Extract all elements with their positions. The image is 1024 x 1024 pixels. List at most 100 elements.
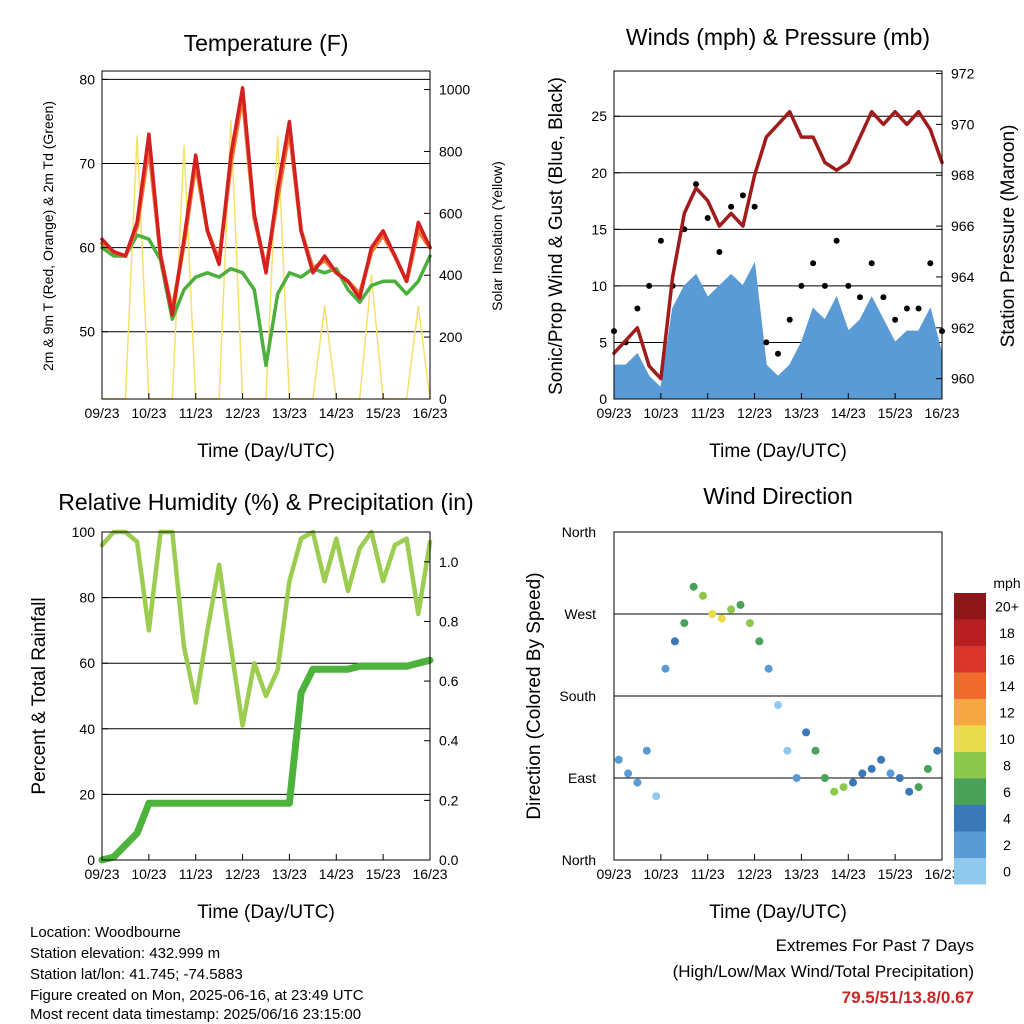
temperature-title: Temperature (F)	[184, 30, 349, 56]
gust-point	[903, 305, 910, 312]
direction-point	[923, 764, 932, 773]
speed-legend-label: 2	[1003, 837, 1011, 853]
y-tick-label: West	[564, 606, 596, 622]
x-tick-label: 13/23	[272, 866, 307, 882]
direction-point	[652, 792, 661, 801]
y-right-tick-label: 0.4	[439, 733, 459, 749]
direction-point	[811, 746, 820, 755]
temp-2m-line	[100, 86, 432, 317]
speed-legend-label: 6	[1003, 784, 1011, 800]
x-tick-label: 15/23	[366, 866, 401, 882]
direction-point	[839, 783, 848, 792]
temperature-plot-frame	[101, 70, 431, 400]
y-tick-label: 80	[79, 590, 95, 606]
speed-legend-label: 16	[999, 651, 1015, 667]
x-tick-label: 12/23	[737, 866, 772, 882]
direction-title: Wind Direction	[703, 483, 853, 509]
gust-point	[810, 260, 817, 267]
temperature-xlabel: Time (Day/UTC)	[197, 441, 335, 462]
direction-point	[886, 769, 895, 778]
gust-point	[915, 305, 922, 312]
x-tick-label: 09/23	[596, 405, 631, 421]
direction-point	[820, 774, 829, 782]
y-right-tick-label: 964	[951, 269, 975, 285]
winds-ylabel-left: Sonic/Prop Wind & Gust (Blue, Black)	[546, 77, 567, 395]
x-tick-label: 12/23	[225, 866, 260, 882]
gust-point	[646, 282, 653, 289]
y-tick-label: 50	[79, 324, 95, 340]
humidity-line	[99, 529, 433, 728]
temperature-series	[100, 86, 432, 400]
y-tick-label: 10	[591, 278, 607, 294]
y-tick-label: 100	[72, 524, 96, 540]
x-tick-label: 13/23	[784, 405, 819, 421]
x-tick-label: 09/23	[84, 405, 119, 421]
direction-point	[755, 637, 764, 646]
latlon-text: Station lat/lon: 41.745; -74.5883	[30, 966, 243, 983]
x-tick-label: 10/23	[643, 866, 678, 882]
speed-legend-swatch	[954, 831, 986, 858]
x-tick-label: 15/23	[878, 866, 913, 882]
winds-panel: Winds (mph) & Pressure (mb) 0 5 10 15 20 25 96…	[546, 24, 1019, 462]
y-right-tick-label: 962	[951, 320, 975, 336]
direction-xlabel: Time (Day/UTC)	[709, 902, 847, 923]
speed-legend-swatch	[954, 699, 986, 726]
x-tick-label: 09/23	[84, 866, 119, 882]
speed-legend-label: 14	[999, 678, 1015, 694]
gust-point	[821, 282, 828, 289]
direction-point	[689, 582, 698, 591]
y-right-tick-label: 1.0	[439, 554, 459, 570]
x-tick-label: 12/23	[737, 405, 772, 421]
y-right-tick-label: 0.0	[439, 852, 459, 868]
x-tick-label: 11/23	[179, 405, 213, 421]
gust-point	[786, 316, 793, 323]
winds-title: Winds (mph) & Pressure (mb)	[626, 24, 930, 50]
direction-point	[914, 783, 923, 792]
direction-point	[849, 778, 857, 787]
temp-9m-line	[100, 94, 432, 313]
direction-point	[933, 746, 942, 755]
direction-point	[614, 755, 623, 764]
direction-point	[774, 701, 782, 710]
direction-point	[633, 778, 642, 787]
winds-ylabel-right: Station Pressure (Maroon)	[998, 125, 1019, 348]
speed-legend-swatch	[954, 725, 986, 752]
x-tick-label: 16/23	[412, 405, 447, 421]
y-tick-label: 40	[79, 721, 95, 737]
direction-point	[680, 619, 689, 628]
y-right-tick-label: 966	[951, 218, 975, 234]
gust-point	[751, 203, 758, 210]
direction-point	[642, 746, 651, 755]
y-tick-label: 25	[591, 108, 607, 124]
y-tick-label: 70	[79, 156, 95, 172]
speed-legend: mph 0 2 4 6 8 10 12 14 16 18 20+	[954, 575, 1021, 885]
extremes-heading: Extremes For Past 7 Days	[775, 936, 974, 955]
pressure-line	[612, 109, 944, 381]
temperature-panel: Temperature (F) 506070800200400600800100…	[40, 30, 505, 462]
direction-series	[614, 582, 942, 801]
x-tick-label: 14/23	[831, 866, 866, 882]
gust-point	[728, 203, 735, 210]
x-tick-label: 14/23	[319, 866, 354, 882]
gust-point	[857, 294, 863, 301]
winds-axes: 0 5 10 15 20 25 960 962 964 966 968 970 972 09/23 10/2…	[591, 66, 974, 421]
winds-plot-frame	[613, 70, 943, 400]
gust-point	[693, 181, 699, 188]
gust-point	[798, 282, 805, 289]
created-text: Figure created on Mon, 2025-06-16, at 23…	[30, 987, 364, 1004]
direction-point	[708, 610, 717, 618]
y-right-tick-label: 0.2	[439, 792, 459, 808]
direction-point	[624, 769, 633, 778]
x-tick-label: 11/23	[179, 866, 213, 882]
x-tick-label: 16/23	[924, 405, 959, 421]
x-tick-label: 11/23	[691, 866, 725, 882]
winds-xlabel: Time (Day/UTC)	[709, 441, 847, 462]
speed-legend-swatch	[954, 805, 986, 832]
direction-point	[895, 774, 904, 782]
y-tick-label: 20	[79, 786, 95, 802]
y-tick-label: 0	[87, 852, 95, 868]
direction-point	[783, 746, 792, 755]
x-tick-label: 15/23	[366, 405, 401, 421]
y-right-tick-label: 600	[439, 205, 463, 221]
